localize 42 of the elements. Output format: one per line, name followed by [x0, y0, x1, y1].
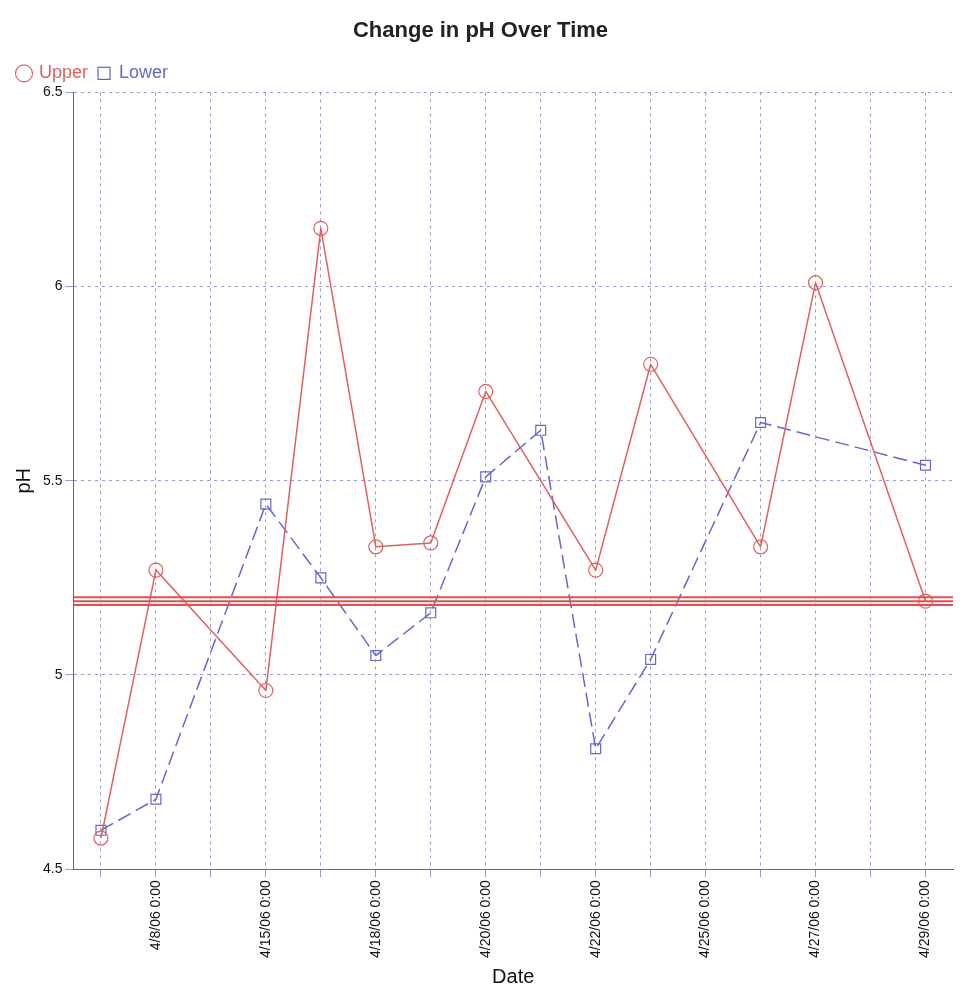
y-axis-title: pH [11, 467, 34, 494]
point [423, 535, 439, 551]
point [535, 424, 547, 436]
point [258, 682, 274, 699]
point [95, 824, 107, 836]
point [425, 607, 437, 619]
x-tick-label: 4/20/06 0:00 [476, 879, 493, 959]
x-axis-title: Date [492, 964, 535, 987]
point [755, 416, 767, 429]
point [260, 498, 272, 510]
point [315, 572, 327, 584]
point [588, 562, 604, 578]
point [645, 653, 657, 665]
chart-title: Change in pH Over Time [352, 17, 609, 43]
point [478, 383, 494, 400]
x-tick-label: 4/29/06 0:00 [916, 879, 933, 959]
point [917, 593, 934, 609]
point [643, 356, 659, 372]
point [313, 220, 329, 236]
x-tick-label: 4/15/06 0:00 [256, 879, 273, 959]
x-tick-label: 4/25/06 0:00 [696, 879, 713, 959]
x-tick-label: 4/22/06 0:00 [586, 879, 603, 959]
point [370, 650, 382, 662]
point [150, 793, 162, 805]
y-tick-label: 4.5 [42, 860, 63, 877]
y-tick-label: 5.5 [42, 471, 63, 488]
point [753, 539, 769, 555]
point [807, 275, 824, 291]
y-tick-label: 6.5 [42, 83, 63, 100]
y-tick-label: 5 [54, 665, 63, 682]
point [93, 830, 109, 846]
x-tick-label: 4/27/06 0:00 [806, 879, 823, 959]
legend-label: Lower [119, 62, 169, 83]
point [368, 539, 384, 555]
x-tick-label: 4/18/06 0:00 [366, 879, 383, 959]
y-tick-label: 6 [54, 277, 63, 294]
point [480, 471, 492, 483]
point [148, 562, 164, 578]
legend-label: Upper [39, 62, 89, 83]
point [919, 459, 932, 471]
point [590, 743, 602, 755]
x-tick-label: 4/8/06 0:00 [146, 879, 163, 951]
